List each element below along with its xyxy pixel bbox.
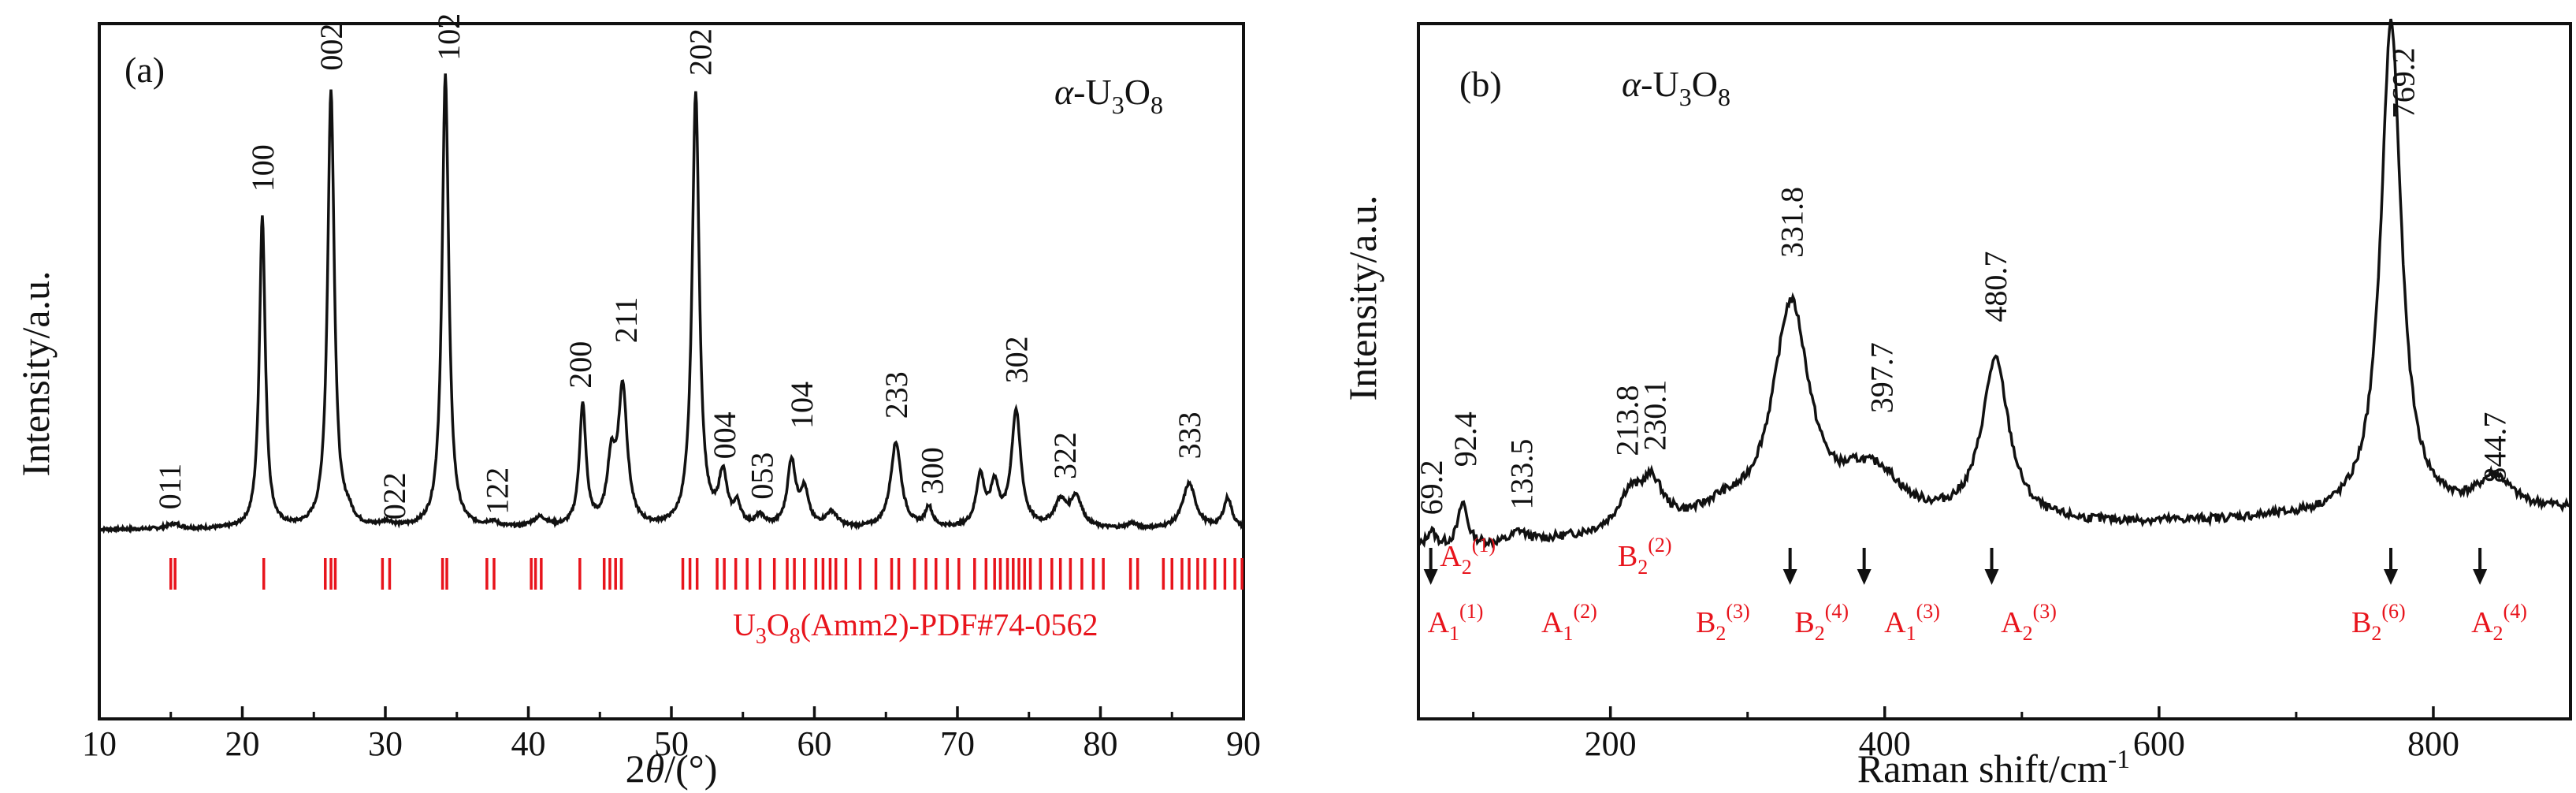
vibrational-mode-label: B2(6) (2351, 600, 2406, 645)
vibrational-mode-label: A2(4) (2471, 600, 2527, 645)
hkl-label: 233 (879, 371, 914, 419)
panel-b-mode-labels: A2(1) B2(2) A1(1) A1(2) B2(3) B2(4) A1(3) A2(3)… (1428, 534, 2527, 645)
x-tick-label: 80 (1084, 724, 1118, 763)
mode-arrow-head (1857, 569, 1872, 585)
hkl-label: 200 (563, 341, 598, 389)
raman-peak-label: 397.7 (1864, 342, 1900, 413)
hkl-label: 333 (1172, 411, 1207, 459)
panel-a-reference-label: U3O8(Amm2)-PDF#74-0562 (733, 607, 1098, 649)
panel-a-y-axis-title: Intensity/a.u. (13, 270, 58, 476)
hkl-label: 300 (914, 447, 950, 494)
raman-spectrum-line (1418, 18, 2572, 549)
x-tick-label: 20 (225, 724, 260, 763)
mode-arrow-head (2383, 569, 2398, 585)
mode-arrow-head (1782, 569, 1797, 585)
vibrational-mode-label: A1(3) (1884, 600, 1940, 645)
vibrational-mode-label: B2(2) (1618, 534, 1672, 579)
panel-a-phase-label: α-U3O8 (1054, 72, 1163, 119)
vibrational-mode-label: A2(3) (2001, 600, 2057, 645)
panel-a-reference-ticks (169, 558, 1243, 590)
raman-peak-label: 331.8 (1774, 187, 1809, 258)
hkl-label: 122 (480, 467, 515, 515)
panel-b-raman-trace (1418, 18, 2572, 549)
hkl-label: 011 (152, 464, 188, 510)
vibrational-mode-label: A2(1) (1440, 534, 1496, 579)
hkl-label: 211 (608, 297, 644, 344)
x-tick-label: 400 (1859, 724, 1911, 763)
hkl-label: 004 (707, 411, 742, 459)
x-tick-label: 40 (511, 724, 546, 763)
panel-a-label: (a) (125, 50, 165, 90)
raman-peak-label: 92.4 (1448, 411, 1483, 467)
vibrational-mode-label: A1(2) (1541, 600, 1597, 645)
panel-b-phase-label: α-U3O8 (1622, 64, 1730, 111)
panel-a-x-ticks: 10 20 30 40 50 60 70 80 90 (82, 706, 1261, 763)
hkl-label: 202 (682, 28, 718, 76)
vibrational-mode-label: B2(4) (1794, 600, 1849, 645)
hkl-label: 302 (998, 336, 1034, 383)
x-tick-label: 60 (797, 724, 832, 763)
panel-a-xrd-trace (99, 73, 1245, 534)
vibrational-mode-label: A1(1) (1428, 600, 1484, 645)
x-tick-label: 800 (2407, 724, 2459, 763)
x-tick-label: 90 (1226, 724, 1261, 763)
x-tick-label: 70 (940, 724, 975, 763)
x-tick-label: 50 (654, 724, 689, 763)
hkl-label: 104 (784, 382, 820, 429)
raman-peak-label: 844.7 (2477, 412, 2513, 483)
hkl-label: 102 (431, 13, 467, 61)
raman-peak-label: 69.2 (1414, 460, 1449, 515)
panel-a-x-axis-title: 2θ/(°) (626, 746, 718, 791)
hkl-label: 022 (377, 472, 412, 519)
raman-peak-label: 480.7 (1978, 251, 2013, 322)
x-tick-label: 600 (2133, 724, 2185, 763)
panel-b-arrows (1423, 548, 2488, 585)
raman-peak-label: 133.5 (1504, 439, 1540, 510)
x-tick-label: 30 (368, 724, 403, 763)
vibrational-mode-label: B2(3) (1696, 600, 1750, 645)
raman-peak-label: 230.1 (1637, 380, 1672, 451)
raman-peak-label: 769.2 (2386, 47, 2422, 118)
panel-b-frame (1417, 22, 2572, 720)
raman-peak-label: 213.8 (1610, 385, 1645, 456)
x-tick-label: 200 (1585, 724, 1637, 763)
hkl-label: 002 (314, 24, 349, 71)
x-tick-label: 10 (82, 724, 117, 763)
panel-b-x-ticks: 200 400 600 800 (1472, 706, 2459, 763)
mode-arrow-head (1423, 569, 1438, 585)
hkl-label: 053 (744, 452, 779, 500)
panel-b-y-axis-title: Intensity/a.u. (1340, 195, 1385, 400)
mode-arrow-head (1984, 569, 1999, 585)
mode-arrow-head (2473, 569, 2488, 585)
hkl-label: 322 (1047, 432, 1083, 479)
hkl-label: 100 (245, 144, 281, 192)
xrd-pattern-line (99, 73, 1245, 534)
panel-b-label: (b) (1459, 64, 1502, 104)
panel-b-x-axis-title: Raman shift/cm-1 (1857, 745, 2130, 791)
